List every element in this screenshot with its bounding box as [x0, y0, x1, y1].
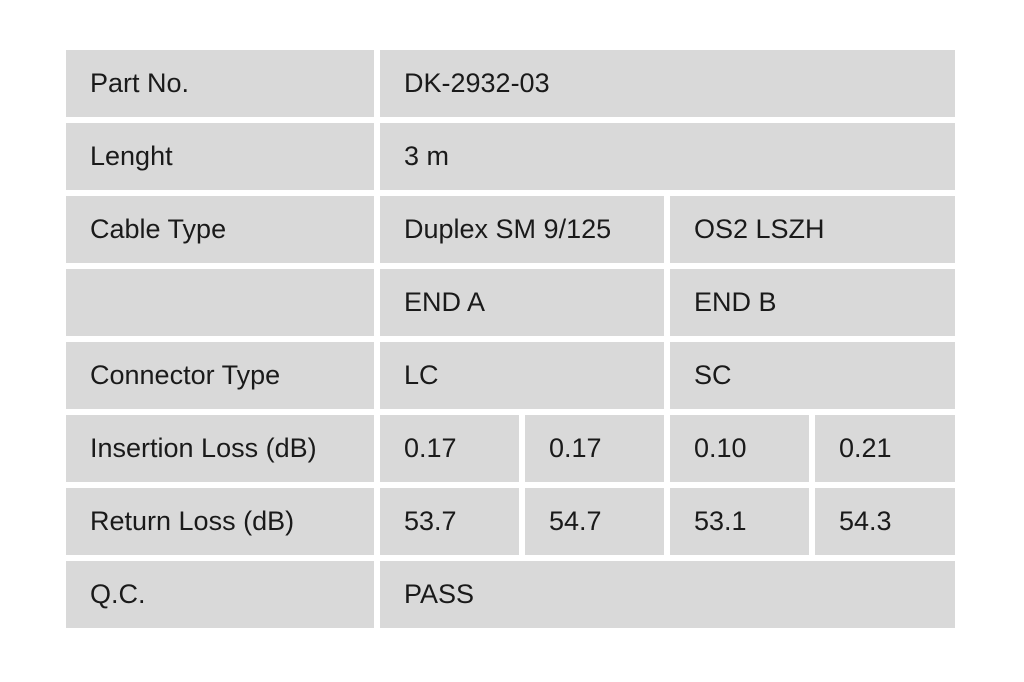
return-loss-b1: 53.1	[670, 488, 809, 555]
insertion-loss-b1: 0.10	[670, 415, 809, 482]
spec-table: Part No. DK-2932-03 Lenght 3 m Cable Typ…	[60, 44, 961, 634]
return-loss-label: Return Loss (dB)	[66, 488, 374, 555]
return-loss-b2: 54.3	[815, 488, 956, 555]
return-loss-a2: 54.7	[525, 488, 664, 555]
ends-empty-cell	[66, 269, 374, 336]
row-qc: Q.C. PASS	[66, 561, 956, 628]
length-label: Lenght	[66, 123, 374, 190]
end-a-header: END A	[380, 269, 664, 336]
return-loss-a1: 53.7	[380, 488, 519, 555]
insertion-loss-b2: 0.21	[815, 415, 956, 482]
row-ends-header: END A END B	[66, 269, 956, 336]
insertion-loss-a2: 0.17	[525, 415, 664, 482]
part-no-label: Part No.	[66, 50, 374, 117]
row-length: Lenght 3 m	[66, 123, 956, 190]
qc-value: PASS	[380, 561, 956, 628]
cable-type-value-a: Duplex SM 9/125	[380, 196, 664, 263]
row-insertion-loss: Insertion Loss (dB) 0.17 0.17 0.10 0.21	[66, 415, 956, 482]
insertion-loss-label: Insertion Loss (dB)	[66, 415, 374, 482]
connector-type-label: Connector Type	[66, 342, 374, 409]
part-no-value: DK-2932-03	[380, 50, 956, 117]
row-return-loss: Return Loss (dB) 53.7 54.7 53.1 54.3	[66, 488, 956, 555]
qc-label: Q.C.	[66, 561, 374, 628]
row-part-no: Part No. DK-2932-03	[66, 50, 956, 117]
row-connector-type: Connector Type LC SC	[66, 342, 956, 409]
row-cable-type: Cable Type Duplex SM 9/125 OS2 LSZH	[66, 196, 956, 263]
end-b-header: END B	[670, 269, 956, 336]
cable-type-label: Cable Type	[66, 196, 374, 263]
connector-type-end-a: LC	[380, 342, 664, 409]
insertion-loss-a1: 0.17	[380, 415, 519, 482]
connector-type-end-b: SC	[670, 342, 956, 409]
cable-type-value-b: OS2 LSZH	[670, 196, 956, 263]
length-value: 3 m	[380, 123, 956, 190]
